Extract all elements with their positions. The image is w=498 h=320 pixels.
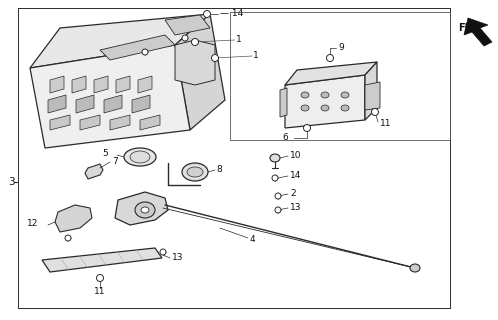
Ellipse shape [270, 154, 280, 162]
Text: 6: 6 [282, 133, 288, 142]
Polygon shape [365, 62, 377, 120]
Ellipse shape [301, 105, 309, 111]
Polygon shape [50, 115, 70, 130]
Polygon shape [72, 76, 86, 93]
Ellipse shape [182, 35, 188, 41]
Ellipse shape [141, 207, 149, 213]
Text: 14: 14 [290, 171, 301, 180]
Polygon shape [365, 82, 380, 110]
Text: 8: 8 [216, 164, 222, 173]
Polygon shape [30, 14, 210, 68]
Polygon shape [55, 205, 92, 232]
Ellipse shape [204, 11, 211, 18]
Polygon shape [100, 35, 175, 60]
Polygon shape [138, 76, 152, 93]
Text: 11: 11 [94, 287, 106, 297]
Ellipse shape [97, 275, 104, 282]
Text: 1: 1 [236, 35, 242, 44]
Polygon shape [76, 95, 94, 113]
Text: 12: 12 [26, 220, 38, 228]
Text: 3: 3 [8, 177, 14, 187]
Ellipse shape [212, 54, 219, 61]
Ellipse shape [124, 148, 156, 166]
Text: 4: 4 [250, 236, 255, 244]
Polygon shape [110, 115, 130, 130]
Ellipse shape [275, 207, 281, 213]
Polygon shape [464, 18, 492, 46]
Ellipse shape [65, 235, 71, 241]
Text: 13: 13 [172, 253, 183, 262]
Polygon shape [175, 14, 225, 130]
Text: 10: 10 [290, 150, 301, 159]
Polygon shape [30, 45, 190, 148]
Polygon shape [116, 76, 130, 93]
Polygon shape [48, 95, 66, 113]
Text: FR.: FR. [458, 23, 476, 33]
Ellipse shape [321, 105, 329, 111]
Ellipse shape [275, 193, 281, 199]
Polygon shape [50, 76, 64, 93]
Polygon shape [175, 40, 215, 85]
Polygon shape [132, 95, 150, 113]
Polygon shape [165, 15, 210, 35]
Text: 5: 5 [102, 149, 108, 158]
Polygon shape [115, 192, 168, 225]
Ellipse shape [341, 105, 349, 111]
Polygon shape [285, 75, 365, 128]
Polygon shape [42, 248, 162, 272]
Ellipse shape [341, 92, 349, 98]
Ellipse shape [372, 108, 378, 116]
Ellipse shape [327, 54, 334, 61]
Ellipse shape [272, 175, 278, 181]
Polygon shape [285, 62, 377, 85]
Polygon shape [140, 115, 160, 130]
Ellipse shape [130, 151, 150, 163]
Polygon shape [104, 95, 122, 113]
Text: 7: 7 [112, 156, 118, 165]
Ellipse shape [192, 38, 199, 45]
Ellipse shape [410, 264, 420, 272]
Text: 13: 13 [290, 203, 301, 212]
Polygon shape [94, 76, 108, 93]
Ellipse shape [142, 49, 148, 55]
Ellipse shape [187, 167, 203, 177]
Text: 9: 9 [338, 43, 344, 52]
Ellipse shape [135, 202, 155, 218]
Ellipse shape [160, 249, 166, 255]
Ellipse shape [182, 163, 208, 181]
Text: 11: 11 [380, 118, 391, 127]
Polygon shape [85, 164, 103, 179]
Text: — 14: — 14 [220, 9, 243, 18]
Polygon shape [280, 88, 287, 117]
Ellipse shape [321, 92, 329, 98]
Ellipse shape [303, 124, 310, 132]
Ellipse shape [301, 92, 309, 98]
Text: 1: 1 [253, 51, 259, 60]
Polygon shape [80, 115, 100, 130]
Text: 2: 2 [290, 188, 296, 197]
